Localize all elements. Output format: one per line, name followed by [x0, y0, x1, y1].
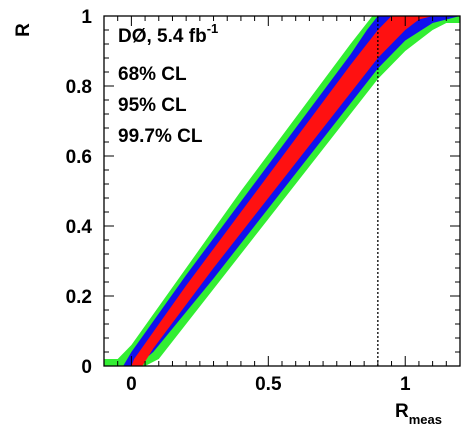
axis-ticks: 0 0.5 1 0 0.2 0.4 0.6 0.8 1 — [66, 7, 461, 395]
experiment-label: DØ, 5.4 fb-1 — [118, 21, 218, 47]
legend-entry: 95% CL — [118, 95, 187, 116]
x-tick-label: 1 — [400, 374, 411, 395]
band-68cl — [131, 16, 460, 366]
y-tick-label: 0.2 — [66, 287, 92, 308]
x-tick-label: 0 — [126, 374, 137, 395]
y-axis-label: R — [13, 23, 34, 37]
legend-entry: 68% CL — [118, 64, 187, 85]
x-axis-label: Rmeas — [395, 401, 442, 427]
y-tick-label: 0.6 — [66, 147, 92, 168]
y-tick-label: 0.8 — [66, 77, 92, 98]
x-tick-label: 0.5 — [255, 374, 282, 395]
confidence-bands — [104, 16, 460, 366]
legend-entry: 99.7% CL — [118, 126, 203, 147]
y-tick-label: 0.4 — [66, 217, 93, 238]
y-tick-label: 1 — [81, 7, 92, 28]
y-tick-label: 0 — [81, 357, 92, 378]
